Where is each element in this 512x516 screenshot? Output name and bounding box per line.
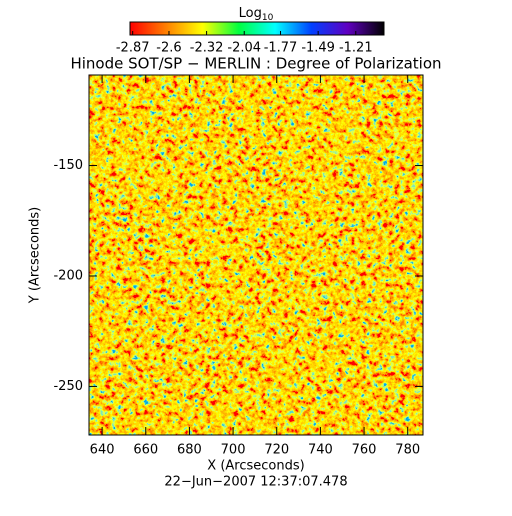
y-tick-label: -150: [53, 158, 83, 173]
colorbar-title-sub: 10: [262, 13, 274, 23]
plot-frame: [88, 74, 424, 436]
x-axis-label: X (Arcseconds): [207, 459, 304, 474]
y-axis-label: Y (Arcseconds): [28, 207, 43, 304]
x-tick-label: 660: [133, 443, 158, 458]
chart-title: Hinode SOT/SP − MERLIN : Degree of Polar…: [70, 55, 441, 73]
x-tick-label: 640: [90, 443, 115, 458]
x-tick-label: 760: [352, 443, 377, 458]
colorbar-tick-label: -2.32: [190, 41, 224, 56]
colorbar-tick-label: -1.21: [339, 41, 373, 56]
x-tick-label: 700: [221, 443, 246, 458]
colorbar-title: Log10: [239, 6, 274, 23]
colorbar-tick-label: -1.49: [301, 41, 335, 56]
date-footer: 22−Jun−2007 12:37:07.478: [164, 475, 347, 490]
y-tick-label: -200: [53, 268, 83, 283]
colorbar-tick-label: -2.87: [116, 41, 150, 56]
x-tick-label: 740: [308, 443, 333, 458]
heatmap: [89, 75, 423, 435]
colorbar-tick-label: -2.04: [227, 41, 261, 56]
x-tick-label: 780: [395, 443, 420, 458]
colorbar-title-base: Log: [239, 6, 262, 21]
y-tick-label: -250: [53, 379, 83, 394]
x-tick-label: 720: [264, 443, 289, 458]
x-tick-label: 680: [177, 443, 202, 458]
colorbar-tick-label: -1.77: [264, 41, 298, 56]
colorbar-tick-label: -2.6: [156, 41, 181, 56]
colorbar: [129, 21, 385, 36]
